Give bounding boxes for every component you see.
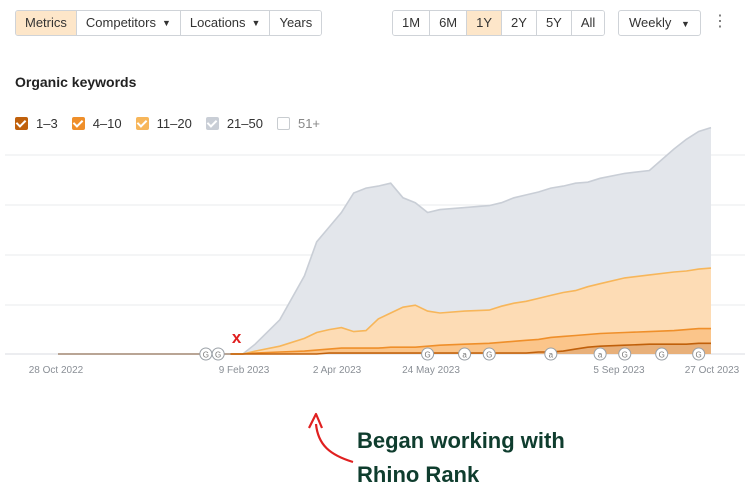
x-tick-label: 5 Sep 2023 — [593, 365, 645, 376]
tab-years[interactable]: Years — [270, 11, 322, 35]
marker-circle — [421, 347, 435, 361]
marker-label: G — [486, 351, 492, 360]
marker-label: a — [462, 351, 467, 360]
range-all[interactable]: All — [571, 11, 605, 35]
marker-circle — [544, 347, 558, 361]
legend-label: 11–20 — [156, 116, 192, 131]
toolbar: Metrics Competitors ▼ Locations ▼ Years 1M 6M 1… — [15, 10, 735, 36]
area-11-20 — [58, 268, 711, 354]
area-4-10 — [58, 328, 711, 354]
annotation-marker: G — [692, 347, 706, 361]
legend-label: 21–50 — [226, 116, 263, 131]
arrow-head-icon — [308, 412, 324, 429]
marker-label: a — [549, 351, 554, 360]
annotation-marker: G — [199, 347, 213, 361]
annotation-marker: a — [458, 347, 472, 361]
series-line-21-50 — [58, 126, 712, 355]
range-6m[interactable]: 6M — [430, 11, 468, 35]
red-x-marker: x — [232, 328, 242, 347]
marker-label: G — [203, 351, 209, 360]
annotation-marker: G — [421, 347, 435, 361]
chevron-down-icon: ▼ — [161, 18, 171, 28]
marker-label: G — [215, 351, 221, 360]
marker-circle — [211, 347, 225, 361]
legend-item-51[interactable]: 51+ — [276, 116, 321, 131]
series-line-4-10 — [58, 327, 711, 355]
marker-circle — [618, 347, 632, 361]
legend-label: 51+ — [297, 116, 321, 131]
checkbox-checked-icon[interactable] — [205, 117, 219, 130]
tab-label: Metrics — [25, 15, 67, 30]
x-tick-label: 24 May 2023 — [402, 365, 460, 376]
annotation-marker: G — [482, 347, 496, 361]
tab-label: Locations — [189, 15, 246, 30]
chevron-down-icon: ▼ — [681, 19, 690, 29]
chevron-down-icon: ▼ — [251, 18, 261, 28]
checkbox-empty-icon[interactable] — [276, 117, 290, 130]
legend-item-11-20[interactable]: 11–20 — [135, 116, 192, 131]
marker-label: a — [598, 351, 603, 360]
annotation-marker: G — [211, 347, 225, 361]
chart-title: Organic keywords — [15, 74, 137, 90]
checkbox-checked-icon[interactable] — [15, 117, 28, 130]
annotation-arrow — [314, 423, 354, 464]
tab-locations[interactable]: Locations ▼ — [180, 11, 271, 35]
checkbox-checked-icon[interactable] — [71, 117, 85, 130]
kebab-menu-icon[interactable]: ⋮ — [712, 13, 728, 30]
marker-circle — [458, 347, 472, 361]
interval-label: Weekly — [629, 15, 672, 30]
interval-dropdown[interactable]: Weekly ▼ — [618, 10, 701, 36]
legend-item-21-50[interactable]: 21–50 — [205, 116, 263, 131]
marker-label: G — [425, 351, 431, 360]
chart-legend: 1–3 4–10 11–20 21–50 51+ — [15, 116, 320, 131]
date-range-selector: 1M 6M 1Y 2Y 5Y All — [392, 10, 606, 36]
marker-circle — [593, 347, 607, 361]
marker-label: G — [696, 351, 702, 360]
annotation-marker: G — [618, 347, 632, 361]
legend-label: 4–10 — [92, 116, 122, 131]
marker-circle — [482, 347, 496, 361]
tab-competitors[interactable]: Competitors ▼ — [76, 11, 181, 35]
series-line-11-20 — [58, 267, 712, 355]
marker-circle — [655, 347, 669, 361]
report-tabs: Metrics Competitors ▼ Locations ▼ Years — [15, 10, 323, 36]
annotation-marker: a — [593, 347, 607, 361]
marker-label: G — [659, 351, 665, 360]
annotation-marker: G — [655, 347, 669, 361]
tab-label: Competitors — [85, 15, 156, 30]
tab-label: Years — [279, 15, 313, 30]
annotation-note: Began working with Rhino Rank — [357, 428, 565, 487]
x-tick-label: 27 Oct 2023 — [685, 365, 740, 376]
marker-label: G — [622, 351, 628, 360]
legend-label: 1–3 — [36, 116, 58, 131]
checkbox-checked-icon[interactable] — [135, 117, 149, 130]
tab-metrics[interactable]: Metrics — [16, 11, 77, 35]
x-tick-label: 28 Oct 2022 — [29, 365, 84, 376]
legend-item-4-10[interactable]: 4–10 — [71, 116, 122, 131]
annotation-marker: a — [544, 347, 558, 361]
legend-item-1-3[interactable]: 1–3 — [15, 116, 58, 131]
marker-circle — [692, 347, 706, 361]
range-5y[interactable]: 5Y — [536, 11, 572, 35]
x-tick-label: 2 Apr 2023 — [313, 365, 362, 376]
range-1m[interactable]: 1M — [393, 11, 431, 35]
range-1y[interactable]: 1Y — [467, 11, 503, 35]
range-2y[interactable]: 2Y — [502, 11, 537, 35]
x-tick-label: 9 Feb 2023 — [219, 365, 270, 376]
